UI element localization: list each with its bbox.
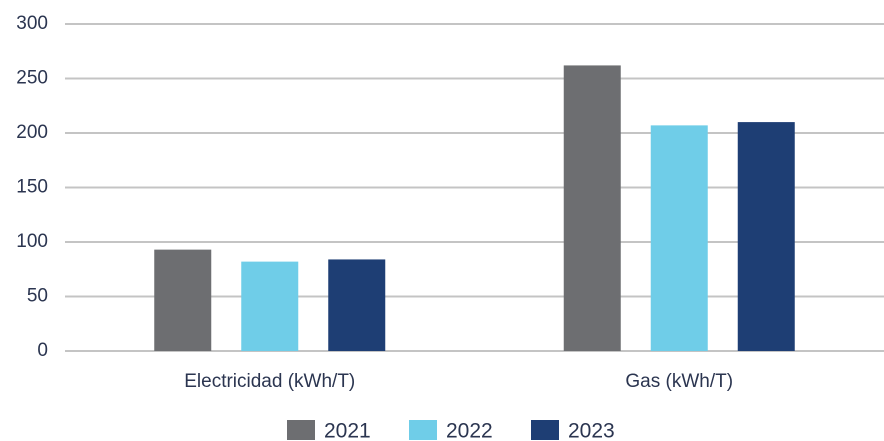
- bar: [563, 65, 621, 352]
- bar: [328, 259, 386, 351]
- legend-label: 2023: [568, 420, 615, 441]
- y-tick-label: 300: [16, 13, 48, 34]
- y-tick-label: 50: [27, 286, 48, 307]
- x-tick-label: Gas (kWh/T): [625, 371, 733, 392]
- legend-label: 2021: [324, 420, 371, 441]
- bar: [241, 261, 299, 351]
- x-tick-label: Electricidad (kWh/T): [184, 371, 355, 392]
- y-tick-label: 150: [16, 177, 48, 198]
- y-tick-label: 250: [16, 68, 48, 89]
- legend-swatch: [287, 420, 315, 440]
- legend-swatch: [531, 420, 559, 440]
- bar: [737, 122, 795, 351]
- legend-swatch: [409, 420, 437, 440]
- y-tick-label: 200: [16, 122, 48, 143]
- y-tick-label: 0: [37, 340, 48, 361]
- y-tick-label: 100: [16, 231, 48, 252]
- legend-label: 2022: [446, 420, 493, 441]
- bar: [650, 125, 708, 352]
- bar: [154, 249, 212, 351]
